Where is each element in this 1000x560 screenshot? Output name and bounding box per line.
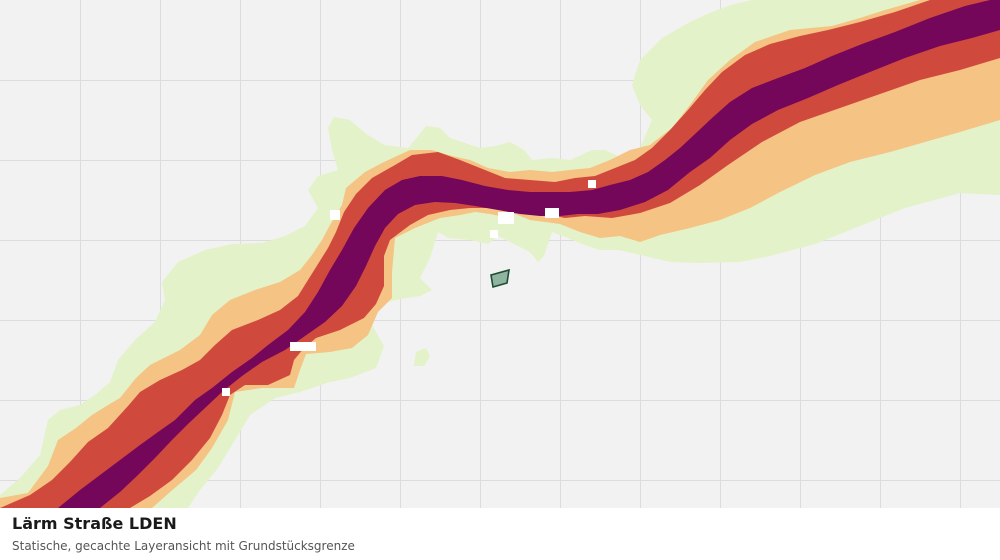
map-caption: Lärm Straße LDEN Statische, gecachte Lay… <box>0 508 1000 560</box>
layer-subtitle: Statische, gecachte Layeransicht mit Gru… <box>12 539 355 553</box>
noise-zone-high <box>0 0 1000 508</box>
map-canvas[interactable] <box>0 0 1000 508</box>
layer-title: Lärm Straße LDEN <box>12 514 177 533</box>
property-boundary[interactable] <box>490 268 510 289</box>
noise-zone-highest <box>58 0 1000 508</box>
map-gaps <box>222 180 596 396</box>
